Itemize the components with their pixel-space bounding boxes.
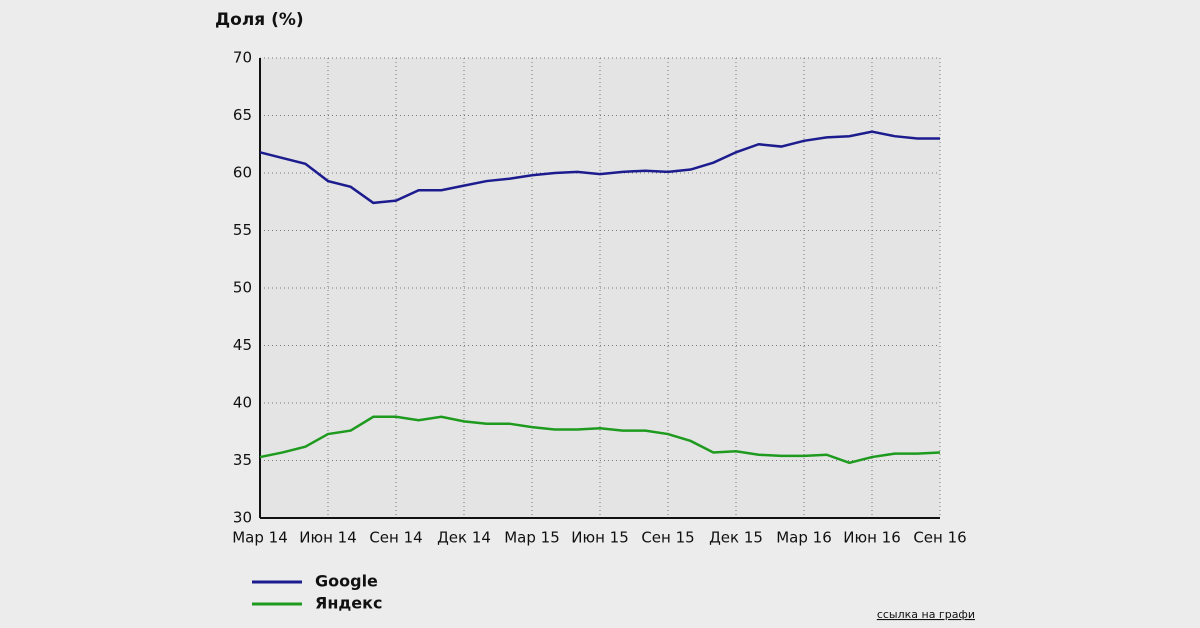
x-tick-label: Сен 15	[641, 529, 694, 547]
y-tick-label: 45	[233, 336, 252, 354]
y-tick-label: 65	[233, 106, 252, 124]
y-tick-label: 60	[233, 164, 252, 182]
y-tick-label: 30	[233, 509, 252, 527]
y-tick-label: 55	[233, 221, 252, 239]
x-tick-label: Сен 16	[913, 529, 966, 547]
y-tick-label: 70	[233, 49, 252, 67]
x-tick-label: Дек 15	[709, 529, 763, 547]
x-tick-label: Сен 14	[369, 529, 422, 547]
line	[259, 130, 940, 205]
legend-label: Яндекс	[315, 594, 383, 613]
y-tick-label: 50	[233, 279, 252, 297]
link[interactable]: ссылка на графи	[877, 608, 975, 621]
x-tick-label: Мар 16	[776, 529, 832, 547]
legend-label: Google	[315, 572, 378, 591]
x-tick-label: Мар 15	[504, 529, 560, 547]
line	[259, 415, 941, 465]
x-tick-label: Июн 14	[299, 529, 357, 547]
x-tick-label: Июн 16	[843, 529, 901, 547]
y-axis-label: Доля (%)	[215, 10, 304, 30]
y-tick-label: 40	[233, 394, 252, 412]
y-tick-label: 35	[233, 451, 252, 469]
x-tick-label: Дек 14	[437, 529, 491, 547]
x-tick-label: Июн 15	[571, 529, 629, 547]
x-tick-label: Мар 14	[232, 529, 288, 547]
